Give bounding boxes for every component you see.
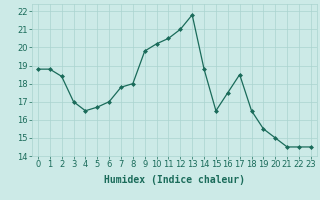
X-axis label: Humidex (Indice chaleur): Humidex (Indice chaleur) — [104, 175, 245, 185]
